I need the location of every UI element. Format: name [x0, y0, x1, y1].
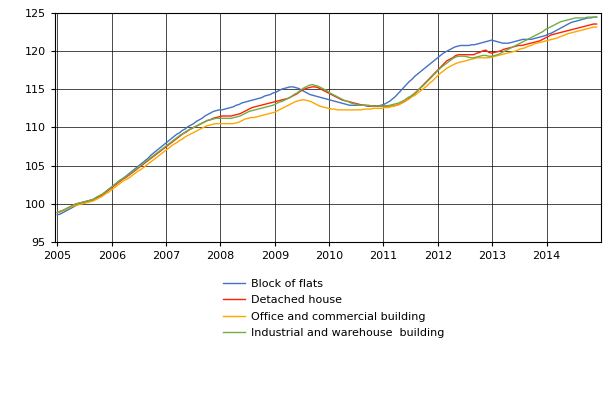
Industrial and warehouse  building — [99, 192, 106, 197]
Industrial and warehouse  building — [584, 15, 591, 20]
Office and commercial building — [325, 106, 332, 111]
Detached house — [53, 210, 61, 215]
Detached house — [311, 84, 319, 89]
Block of flats — [349, 103, 356, 108]
Industrial and warehouse  building — [311, 83, 319, 88]
Block of flats — [439, 51, 447, 56]
Detached house — [500, 47, 507, 52]
Detached house — [593, 22, 600, 27]
Detached house — [135, 166, 142, 171]
Block of flats — [53, 212, 61, 217]
Line: Detached house: Detached house — [57, 24, 597, 212]
Detached house — [99, 192, 106, 197]
Office and commercial building — [593, 25, 600, 30]
Detached house — [314, 85, 322, 90]
Industrial and warehouse  building — [53, 210, 61, 215]
Block of flats — [429, 60, 436, 65]
Office and commercial building — [298, 97, 305, 102]
Industrial and warehouse  building — [135, 165, 142, 170]
Office and commercial building — [590, 25, 597, 30]
Detached house — [203, 118, 211, 123]
Legend: Block of flats, Detached house, Office and commercial building, Industrial and w: Block of flats, Detached house, Office a… — [219, 275, 449, 342]
Line: Industrial and warehouse  building: Industrial and warehouse building — [57, 17, 597, 212]
Block of flats — [590, 15, 597, 20]
Office and commercial building — [322, 105, 329, 110]
Office and commercial building — [232, 120, 240, 125]
Block of flats — [456, 43, 464, 48]
Line: Office and commercial building: Office and commercial building — [57, 27, 597, 212]
Industrial and warehouse  building — [314, 84, 322, 89]
Office and commercial building — [399, 100, 407, 105]
Office and commercial building — [271, 110, 279, 115]
Block of flats — [161, 141, 169, 146]
Industrial and warehouse  building — [203, 118, 211, 123]
Office and commercial building — [53, 210, 61, 215]
Block of flats — [420, 67, 427, 72]
Detached house — [590, 22, 597, 27]
Line: Block of flats: Block of flats — [57, 17, 597, 215]
Block of flats — [593, 15, 600, 20]
Industrial and warehouse  building — [593, 15, 600, 20]
Industrial and warehouse  building — [500, 49, 507, 54]
